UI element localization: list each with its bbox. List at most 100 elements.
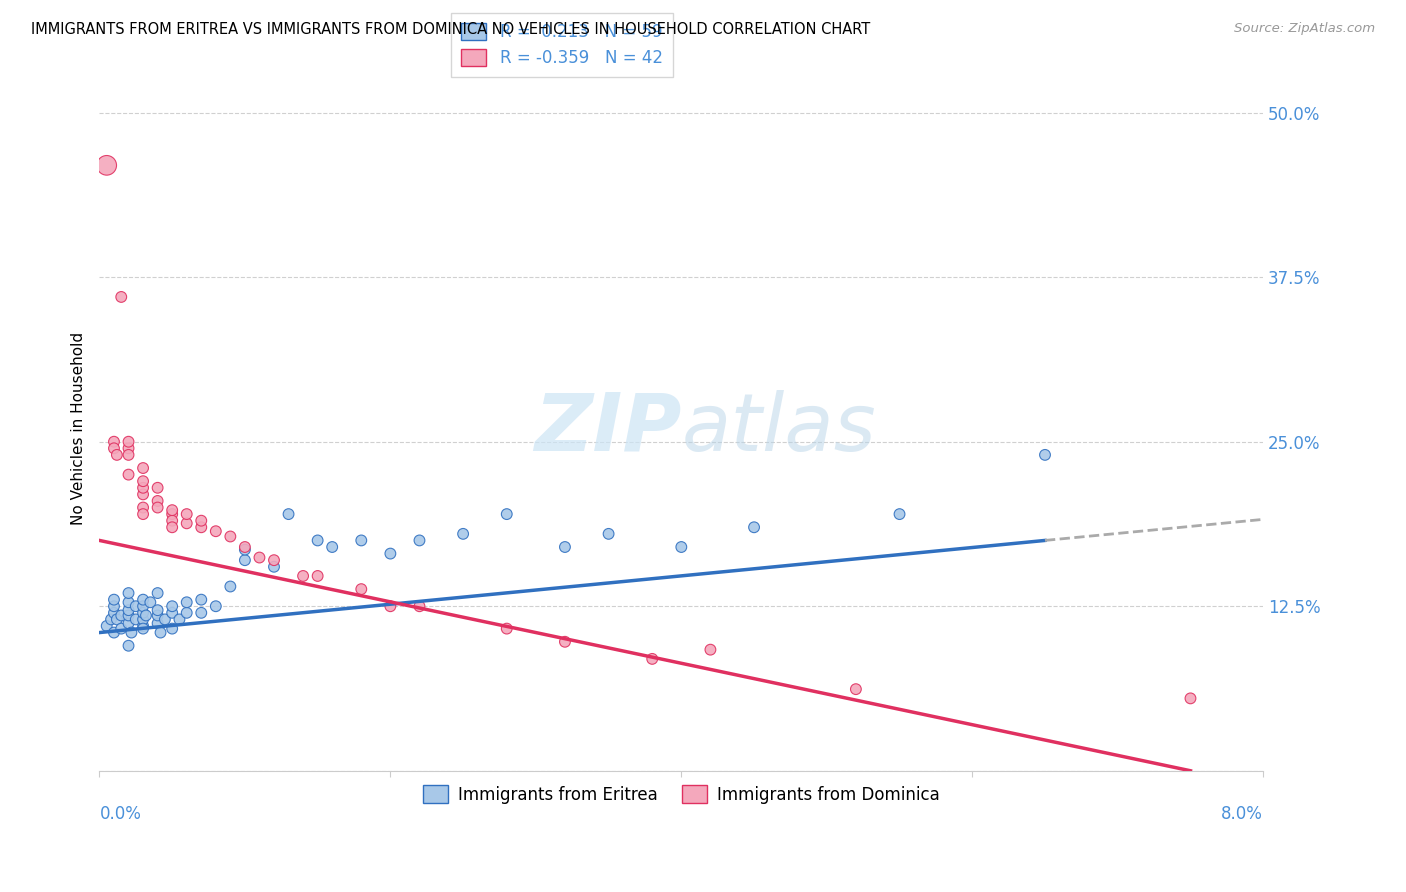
Point [132,507,155,521]
Point [135,608,157,623]
Legend: Immigrants from Eritrea, Immigrants from Dominica: Immigrants from Eritrea, Immigrants from… [416,779,946,810]
Point [190,514,212,528]
Point [277,507,299,521]
Point [889,507,911,521]
Point [160,503,183,517]
Point [132,599,155,614]
Point [160,514,183,528]
Point [117,616,139,631]
Point [249,550,271,565]
Point [263,553,285,567]
Point [233,542,256,557]
Point [110,290,132,304]
Point [125,599,148,614]
Point [117,595,139,609]
Point [132,612,155,626]
Point [204,599,226,614]
Point [554,634,576,648]
Text: Source: ZipAtlas.com: Source: ZipAtlas.com [1234,22,1375,36]
Point [146,608,169,623]
Point [146,500,169,515]
Point [292,569,315,583]
Point [146,494,169,508]
Point [233,553,256,567]
Point [103,599,125,614]
Point [120,625,142,640]
Point [146,481,169,495]
Point [103,442,125,456]
Point [110,622,132,636]
Point [132,461,155,475]
Point [190,520,212,534]
Point [233,540,256,554]
Point [554,540,576,554]
Point [219,580,242,594]
Point [146,603,169,617]
Point [160,622,183,636]
Point [307,569,329,583]
Point [742,520,765,534]
Point [132,606,155,620]
Point [105,448,128,462]
Point [153,612,176,626]
Point [451,526,474,541]
Point [125,612,148,626]
Y-axis label: No Vehicles in Household: No Vehicles in Household [72,332,86,525]
Text: ZIP: ZIP [534,390,682,467]
Point [641,652,664,666]
Point [263,559,285,574]
Point [149,625,172,640]
Point [350,582,373,596]
Point [117,608,139,623]
Point [103,592,125,607]
Point [110,608,132,623]
Point [204,524,226,539]
Point [132,592,155,607]
Point [132,500,155,515]
Point [160,599,183,614]
Point [117,448,139,462]
Point [160,606,183,620]
Point [105,612,128,626]
Point [699,642,721,657]
Point [132,622,155,636]
Point [408,533,430,548]
Text: 8.0%: 8.0% [1222,805,1263,823]
Point [321,540,343,554]
Point [380,547,402,561]
Point [146,616,169,631]
Point [1033,448,1056,462]
Point [598,526,620,541]
Point [176,516,198,531]
Point [132,619,155,633]
Point [176,595,198,609]
Point [845,682,868,697]
Point [176,507,198,521]
Point [117,586,139,600]
Point [350,533,373,548]
Point [132,487,155,501]
Point [103,606,125,620]
Point [96,158,118,172]
Point [219,529,242,543]
Point [117,467,139,482]
Point [176,606,198,620]
Point [103,625,125,640]
Point [190,592,212,607]
Point [139,595,162,609]
Point [100,612,122,626]
Point [1180,691,1202,706]
Point [117,639,139,653]
Point [169,612,191,626]
Point [117,442,139,456]
Point [307,533,329,548]
Point [117,603,139,617]
Text: IMMIGRANTS FROM ERITREA VS IMMIGRANTS FROM DOMINICA NO VEHICLES IN HOUSEHOLD COR: IMMIGRANTS FROM ERITREA VS IMMIGRANTS FR… [31,22,870,37]
Text: atlas: atlas [682,390,876,467]
Point [103,434,125,449]
Point [160,520,183,534]
Point [408,599,430,614]
Point [96,619,118,633]
Point [132,481,155,495]
Text: 0.0%: 0.0% [100,805,142,823]
